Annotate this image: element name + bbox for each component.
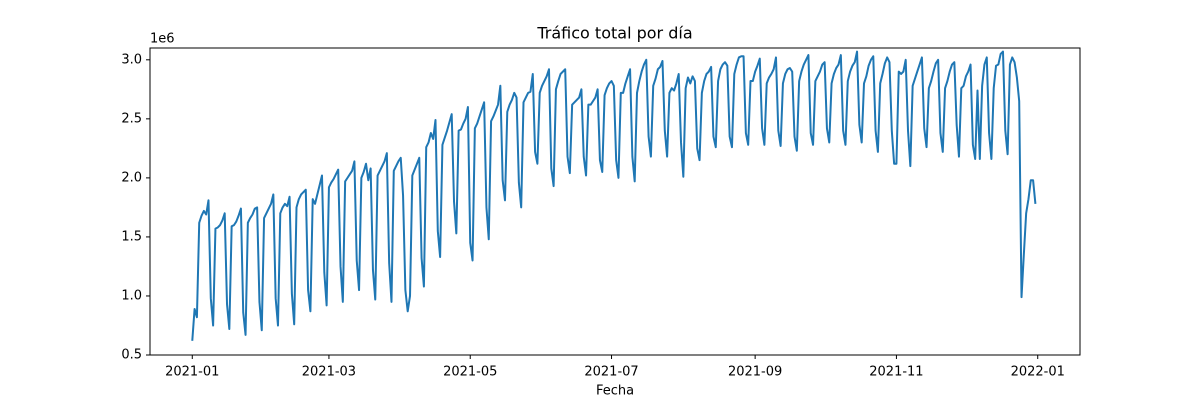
y-tick-label: 3.0 [121, 52, 142, 67]
y-tick-label: 2.0 [121, 170, 142, 185]
x-axis-label: Fecha [596, 384, 634, 399]
x-tick-label: 2021-01 [165, 365, 219, 380]
y-tick-label: 2.5 [121, 111, 142, 126]
x-tick-label: 2021-07 [584, 365, 638, 380]
x-tick-label: 2022-01 [1011, 365, 1065, 380]
x-tick-label: 2021-09 [728, 365, 782, 380]
y-tick-label: 1.5 [121, 229, 142, 244]
x-tick-label: 2021-11 [869, 365, 923, 380]
x-tick-label: 2021-05 [443, 365, 497, 380]
y-tick-label: 1.0 [121, 288, 142, 303]
plot-frame [149, 47, 1081, 356]
y-tick-label: 0.5 [121, 348, 142, 363]
y-offset-label: 1e6 [150, 32, 175, 47]
chart-title: Tráfico total por día [536, 24, 692, 43]
x-tick-label: 2021-03 [302, 365, 356, 380]
data-line [191, 50, 1037, 341]
